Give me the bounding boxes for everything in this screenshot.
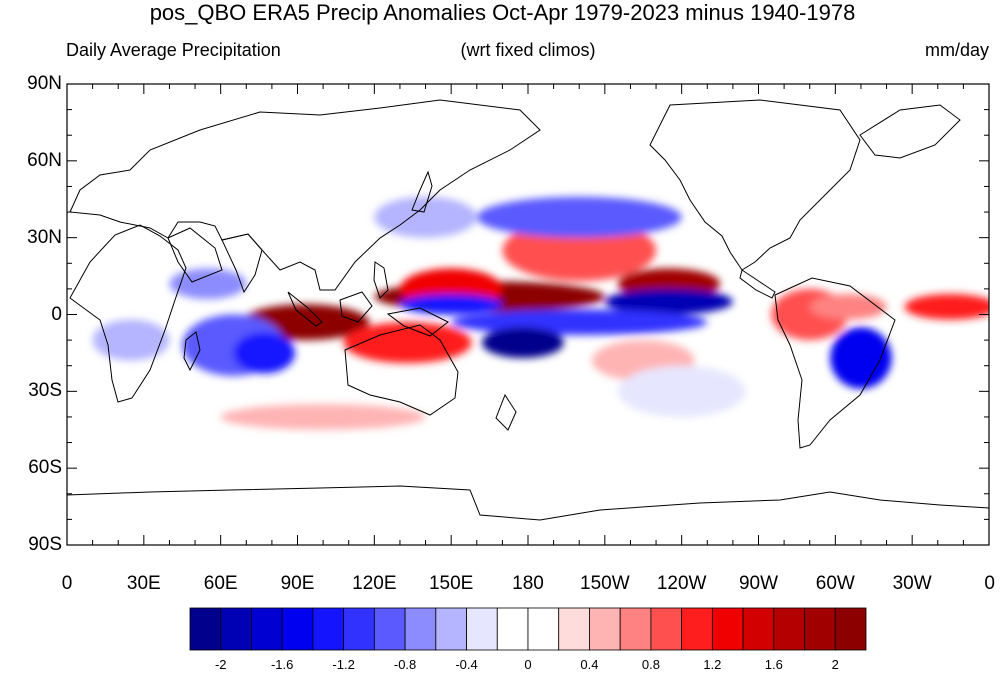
coastline-sumatra	[287, 291, 323, 327]
colorbar-label: 1.2	[703, 657, 722, 672]
coastline-madagascar	[183, 331, 201, 372]
lon-label: 150E	[428, 573, 474, 594]
positive-anomaly-4	[343, 322, 472, 364]
lat-label: 90S	[28, 534, 62, 555]
lat-label: 0	[51, 303, 62, 325]
colorbar-label: -0.8	[393, 657, 417, 672]
colorbar-swatch	[404, 607, 437, 651]
lon-label: 60W	[815, 573, 855, 594]
colorbar-label: -1.2	[332, 657, 355, 672]
lat-label: 30N	[27, 226, 62, 248]
colorbar-swatch	[681, 607, 713, 651]
colorbar-label: 1.6	[764, 657, 783, 672]
coastline-north-america	[649, 99, 861, 271]
negative-anomaly-18	[169, 268, 247, 300]
colorbar-label: -0.4	[455, 657, 478, 672]
negative-anomaly-15	[476, 196, 682, 238]
subtitle-left: Daily Average Precipitation	[66, 40, 281, 60]
coastline-new-zealand	[495, 393, 517, 431]
lon-label: 120W	[656, 573, 707, 594]
negative-anomaly-12	[451, 309, 708, 335]
positive-anomaly-8	[809, 294, 887, 320]
lon-label: 120E	[352, 573, 397, 594]
colorbar-label: -2	[214, 657, 227, 672]
colorbar-swatch	[650, 607, 683, 651]
map-title: pos_QBO ERA5 Precip Anomalies Oct-Apr 19…	[149, 0, 856, 25]
negative-anomaly-14	[399, 294, 503, 315]
coastline-eurasia	[69, 99, 541, 291]
coastline-borneo	[339, 291, 373, 323]
colorbar-swatch	[251, 607, 283, 651]
positive-anomaly-6	[904, 294, 989, 320]
units-label: mm/day	[924, 40, 989, 60]
lon-label: 180	[512, 573, 544, 594]
colorbar-swatch	[496, 607, 529, 651]
coastline-arabia	[167, 227, 223, 283]
negative-anomaly-13	[481, 327, 564, 359]
coastline-new-guinea	[386, 307, 449, 337]
lon-label: 0	[984, 573, 995, 594]
coastline-australia	[344, 324, 459, 416]
colorbar-swatch	[281, 607, 314, 651]
colorbar-swatch	[619, 607, 652, 651]
coastline-africa	[69, 224, 187, 403]
lon-label: 60E	[203, 573, 238, 594]
lat-label: 30S	[28, 380, 62, 402]
lon-label: 90W	[738, 573, 779, 594]
colorbar	[189, 607, 867, 651]
negative-anomaly-17	[233, 332, 295, 374]
coastline-south-america	[774, 277, 896, 449]
negative-anomaly-20	[92, 319, 170, 361]
colorbar-label: 0.8	[641, 657, 660, 672]
negative-anomaly-21	[617, 365, 746, 417]
subtitle-center: (wrt fixed climos)	[460, 40, 596, 60]
colorbar-swatch	[343, 607, 375, 651]
coastline-philippines	[373, 261, 389, 299]
colorbar-label: 0.4	[580, 657, 599, 672]
coastline-central-america	[739, 269, 776, 299]
colorbar-swatch	[527, 607, 560, 651]
coastline-japan	[411, 170, 433, 213]
coastline-antarctica	[67, 485, 989, 521]
coastlines	[67, 99, 989, 521]
coastline-greenland	[859, 104, 961, 159]
colorbar-swatch	[558, 607, 590, 651]
axis-ticks	[66, 83, 990, 546]
colorbar-swatch	[312, 607, 345, 651]
colorbar-swatch	[834, 607, 867, 651]
negative-anomaly-11	[604, 288, 733, 315]
negative-anomaly-22	[374, 196, 477, 238]
colorbar-swatch	[742, 607, 775, 651]
lat-label: 60N	[27, 149, 62, 171]
colorbar-swatch	[589, 607, 621, 651]
colorbar-swatch	[804, 607, 836, 651]
lat-label: 90N	[27, 73, 62, 94]
colorbar-label: 2	[831, 657, 839, 672]
colorbar-label: -1.6	[270, 657, 294, 672]
colorbar-swatch	[373, 607, 406, 651]
colorbar-swatch	[773, 607, 805, 651]
colorbar-swatch	[711, 607, 744, 651]
lon-label: 150W	[580, 573, 630, 594]
colorbar-swatch	[435, 607, 467, 651]
colorbar-swatch	[189, 607, 222, 651]
lon-label: 0	[61, 573, 73, 594]
anomaly-field	[92, 196, 989, 430]
colorbar-label: 0	[524, 657, 532, 672]
lon-label: 90E	[280, 573, 315, 594]
lon-label: 30W	[892, 573, 932, 594]
positive-anomaly-9	[220, 404, 426, 430]
lon-label: 30E	[126, 573, 161, 594]
colorbar-swatch	[220, 607, 252, 651]
colorbar-swatch	[466, 607, 498, 651]
negative-anomaly-19	[830, 327, 892, 389]
lat-label: 60S	[28, 457, 62, 479]
